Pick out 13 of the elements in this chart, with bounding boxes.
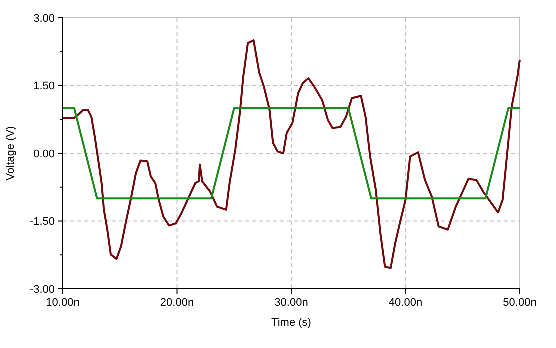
y-tick-label: 3.00 [34, 12, 55, 25]
y-tick-label: -3.00 [30, 284, 55, 296]
y-tick-label: -1.50 [30, 216, 55, 228]
x-tick-label: 30.00n [274, 297, 308, 309]
x-axis-title: Time (s) [272, 317, 312, 329]
line-series [62, 40, 521, 270]
x-tick-label: 20.00n [160, 297, 194, 309]
x-tick-label: 50.00n [503, 297, 537, 309]
y-tick-label: 0.00 [34, 148, 55, 160]
y-tick-label: 1.50 [34, 80, 55, 93]
x-tick-label: 40.00n [388, 297, 423, 309]
x-tick-label: 10.00n [46, 297, 80, 309]
y-axis-title: Voltage (V) [5, 126, 17, 181]
